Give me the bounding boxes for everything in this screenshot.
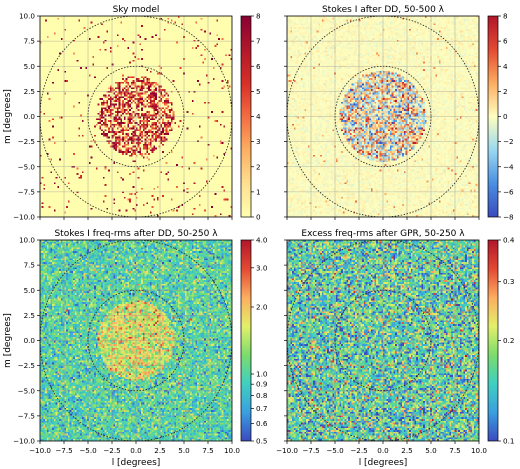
colorbar-tick-label: 0.8 <box>256 391 268 400</box>
panel-title: Stokes I freq-rms after DD, 50-250 λ <box>54 229 218 239</box>
x-tick-label: 5.0 <box>425 446 437 455</box>
y-axis-label: m [degrees] <box>3 313 13 368</box>
radius-circle <box>334 65 432 168</box>
y-tick-label: 5.0 <box>24 62 36 71</box>
colorbar-tick-label: 3 <box>256 137 261 146</box>
colorbar-tick-label: 1 <box>256 187 261 196</box>
x-tick-label: −5.0 <box>326 446 344 455</box>
grid-lines <box>287 16 479 217</box>
y-tick-label: 7.5 <box>24 261 35 270</box>
colorbar <box>488 240 498 441</box>
panel-title: Excess freq-rms after GPR, 50-250 λ <box>301 229 465 239</box>
colorbar-tick-label: 8 <box>256 12 261 21</box>
x-tick-label: −5.0 <box>79 446 97 455</box>
panel-title: Stokes I after DD, 50-500 λ <box>322 5 445 15</box>
colorbar-tick-label: −2 <box>503 137 514 146</box>
y-tick-label: −7.5 <box>18 187 35 196</box>
colorbar-tick-label: 0.6 <box>256 419 268 428</box>
x-tick-label: 7.5 <box>202 446 213 455</box>
x-tick-label: 0.0 <box>130 446 142 455</box>
x-tick-label: 0.0 <box>377 446 389 455</box>
x-tick-label: −7.5 <box>302 446 319 455</box>
y-tick-label: −2.5 <box>18 137 35 146</box>
colorbar-tick-label: 2.0 <box>256 303 268 312</box>
y-tick-label: 2.5 <box>24 311 35 320</box>
colorbar-tick-label: 0.2 <box>503 336 514 345</box>
y-tick-label: −10.0 <box>13 213 35 222</box>
y-tick-label: −10.0 <box>13 437 35 446</box>
colorbar-tick-label: 6 <box>256 62 261 71</box>
colorbar-tick-label: 4.0 <box>256 236 268 245</box>
colorbar-tick-label: 0.5 <box>256 437 267 446</box>
colorbar-tick-label: 2 <box>256 162 261 171</box>
radius-circle <box>334 289 432 392</box>
grid-lines <box>40 16 232 217</box>
colorbar-tick-label: 4 <box>503 62 508 71</box>
colorbar-tick-label: 0.7 <box>256 404 267 413</box>
y-axis-label: m [degrees] <box>3 89 13 144</box>
y-tick-label: 10.0 <box>19 236 35 245</box>
grid-lines <box>287 240 479 441</box>
colorbar-tick-label: 0.4 <box>503 236 515 245</box>
y-tick-label: −5.0 <box>18 162 36 171</box>
colorbar <box>241 240 251 441</box>
y-tick-label: 0.0 <box>24 112 36 121</box>
x-tick-label: 2.5 <box>401 446 412 455</box>
x-tick-label: −10.0 <box>276 446 298 455</box>
colorbar-tick-label: 2 <box>503 87 508 96</box>
x-tick-label: −2.5 <box>103 446 120 455</box>
x-tick-label: 5.0 <box>178 446 190 455</box>
x-tick-label: 2.5 <box>154 446 165 455</box>
colorbar-tick-label: 8 <box>503 12 508 21</box>
colorbar-tick-label: 6 <box>503 37 508 46</box>
colorbar-frame <box>240 239 252 442</box>
y-tick-label: 7.5 <box>24 37 35 46</box>
colorbar-tick-label: 3.0 <box>256 263 268 272</box>
x-axis-label: l [degrees] <box>112 458 161 468</box>
y-tick-label: 0.0 <box>24 336 36 345</box>
y-tick-label: −2.5 <box>18 361 35 370</box>
grid-lines <box>40 240 232 441</box>
x-tick-label: −10.0 <box>29 446 51 455</box>
colorbar-tick-label: −6 <box>503 187 514 196</box>
y-tick-label: 2.5 <box>24 87 35 96</box>
colorbar-tick-label: 1.0 <box>256 370 268 379</box>
x-tick-label: 10.0 <box>224 446 240 455</box>
x-axis-label: l [degrees] <box>359 458 408 468</box>
colorbar-tick-label: 0 <box>256 213 261 222</box>
panel-title: Sky model <box>113 5 160 15</box>
colorbar-tick-label: 5 <box>256 87 261 96</box>
y-tick-label: 10.0 <box>19 12 35 21</box>
radius-circle <box>87 65 185 168</box>
colorbar-tick-label: 0.1 <box>503 437 514 446</box>
colorbar-tick-label: −8 <box>503 213 514 222</box>
colorbar-tick-label: 0 <box>503 112 508 121</box>
panel-1: 10.0 7.5 5.0 2.5 0.0 −2.5 −5.0 −7.5 −10.0 Sky mod… <box>3 5 261 222</box>
y-tick-label: 5.0 <box>24 286 36 295</box>
colorbar <box>241 16 251 217</box>
y-tick-label: −5.0 <box>18 386 36 395</box>
x-tick-label: −7.5 <box>55 446 72 455</box>
radius-circle <box>87 289 185 392</box>
x-tick-label: −2.5 <box>350 446 367 455</box>
panel-4: −10.0 −7.5 −5.0 −2.5 0.0 2.5 5.0 7.5 10.0 Excess … <box>276 229 515 468</box>
colorbar <box>488 16 498 217</box>
y-tick-label: −7.5 <box>18 411 35 420</box>
x-tick-label: 10.0 <box>471 446 487 455</box>
panel-2: Stokes I after DD, 50-500 λ −8 −6 −4 −2 0 2 4 6 8 <box>284 5 514 222</box>
panel-3: −10.0 10.0 −7.5 7.5 −5.0 5.0 −2.5 2.5 0.0 0.0 2.5 −… <box>3 229 268 468</box>
colorbar-tick-label: −4 <box>503 162 514 171</box>
colorbar-tick-label: 7 <box>256 37 261 46</box>
x-tick-label: 7.5 <box>449 446 460 455</box>
colorbar-tick-label: 0.3 <box>503 277 514 286</box>
colorbar-tick-label: 0.9 <box>256 380 268 389</box>
colorbar-tick-label: 4 <box>256 112 261 121</box>
